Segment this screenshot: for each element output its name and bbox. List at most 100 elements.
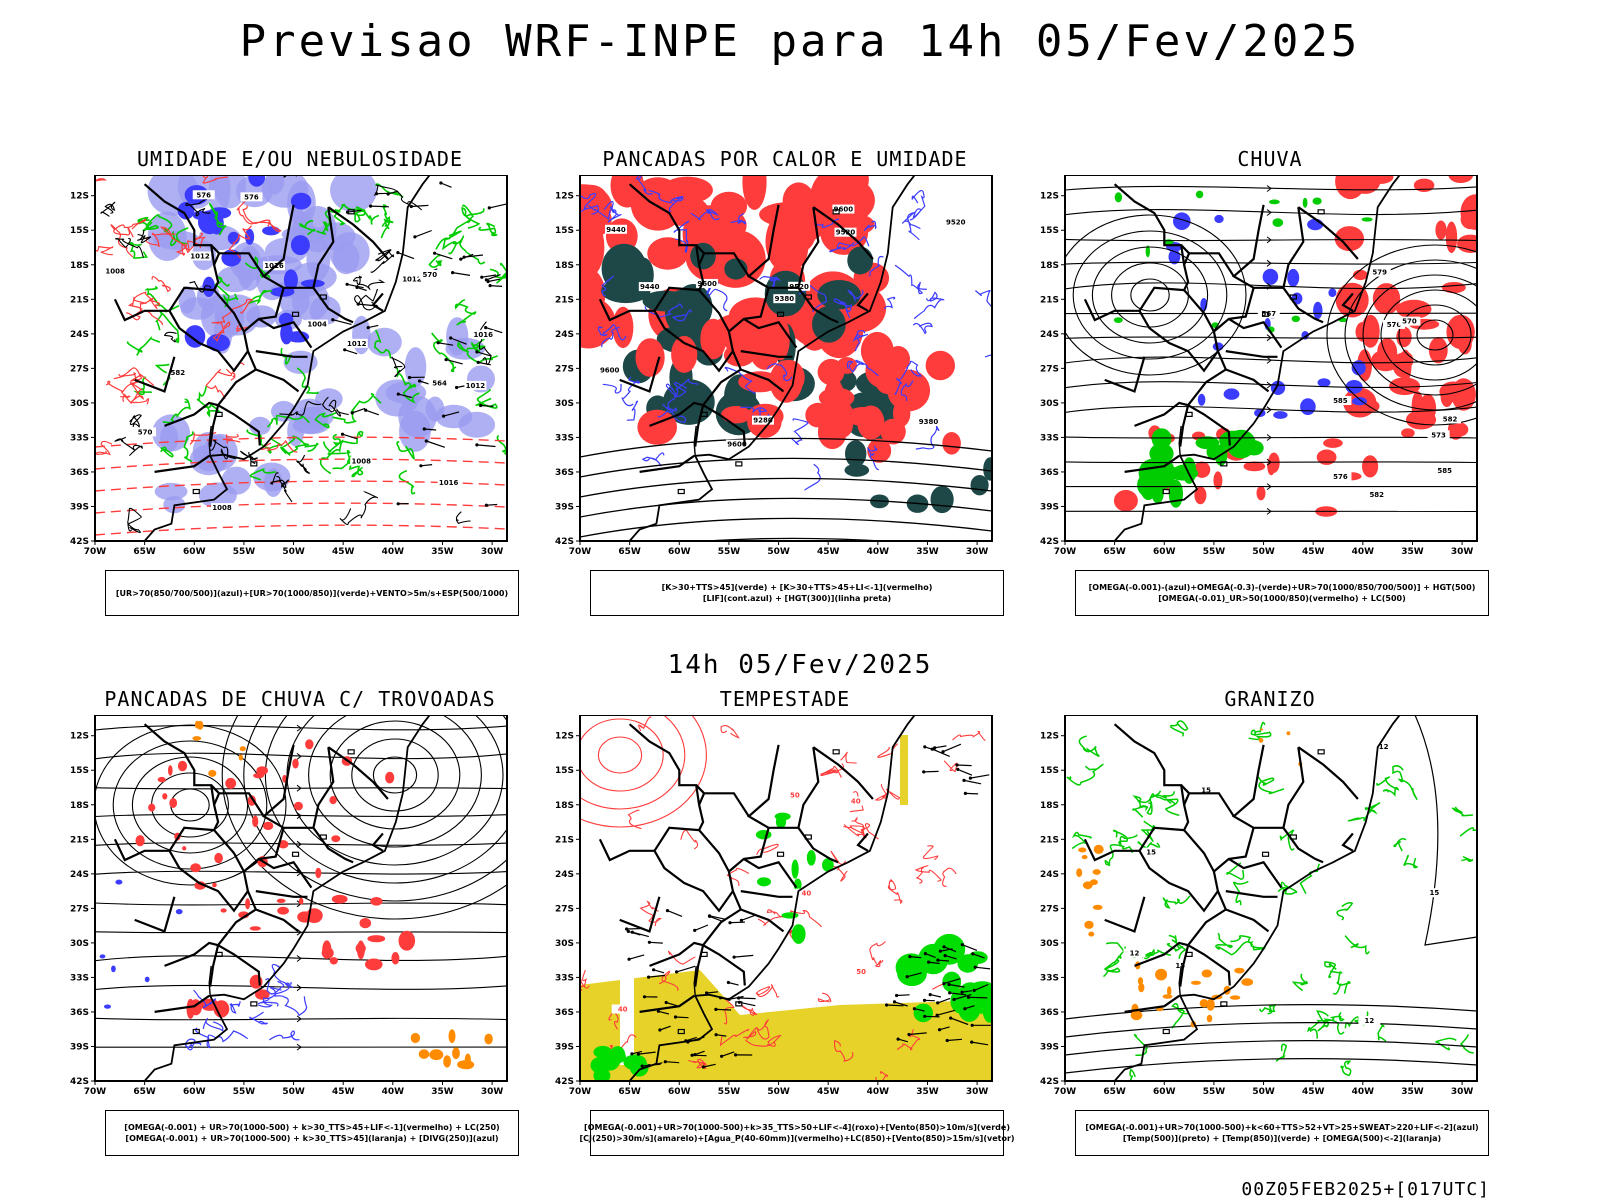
wind-vector — [734, 954, 754, 958]
wind-vector-head — [947, 982, 951, 987]
lon-tick-label: 65W — [133, 547, 156, 557]
lifted-index-contour — [846, 359, 879, 377]
thunder-red-area — [367, 935, 386, 943]
thickness-contour — [126, 296, 143, 321]
instability-red-area — [700, 318, 727, 360]
thunder-orange-area — [458, 1060, 475, 1070]
wind-vector — [949, 992, 967, 996]
lake — [291, 311, 300, 317]
lon-tick-label: 35W — [1401, 1087, 1424, 1097]
rain-red-area — [1335, 175, 1366, 200]
lake — [291, 851, 300, 857]
thickness-contour — [110, 224, 134, 258]
lifted-index-contour — [580, 204, 600, 215]
lat-tick-label: 24S — [555, 330, 574, 340]
omega-orange-area — [1076, 868, 1083, 878]
wind-vector — [924, 1015, 940, 1018]
rain-red-area — [1445, 221, 1458, 254]
wind-vector-head — [952, 997, 956, 1002]
precipitable-water-contour — [952, 730, 986, 742]
streamline — [95, 902, 507, 906]
thunder-red-area — [194, 881, 206, 890]
contour-label: 50 — [790, 792, 800, 800]
humidity-high-area — [290, 235, 310, 256]
streamline-arrow — [296, 1015, 302, 1023]
map-frame — [1064, 175, 1478, 542]
lat-tick-label: 27S — [555, 904, 574, 914]
political-border — [628, 723, 734, 892]
thunder-orange-area — [197, 720, 204, 730]
wind-vector-head — [970, 1023, 974, 1027]
lifted-index-contour — [912, 322, 933, 335]
wind-vector — [631, 1050, 643, 1055]
lake — [347, 749, 355, 755]
thunder-red-area — [298, 897, 304, 905]
panel-granizo: GRANIZO 12 15 15 12 15 12 15 12S 15S 18S 21S 24S 27S… — [1025, 687, 1515, 1167]
wind-vector-head — [923, 745, 927, 749]
streamline — [95, 752, 507, 760]
lon-tick-label: 35W — [431, 547, 454, 557]
contour-label-bg — [418, 269, 441, 279]
wind-850-area — [609, 1050, 626, 1063]
temp-850-contour — [1391, 765, 1418, 800]
divergence-contour — [271, 963, 294, 989]
height-contour — [700, 537, 892, 541]
wind-vector — [909, 956, 922, 959]
rain-green-area — [1195, 190, 1204, 199]
political-border — [1138, 826, 1185, 852]
political-border — [628, 183, 734, 352]
temp-850-contour — [1291, 973, 1308, 992]
omega-orange-area — [1206, 998, 1215, 1011]
political-border — [143, 723, 249, 892]
omega-orange-area — [1093, 844, 1104, 854]
wind-vector — [342, 433, 358, 440]
rain-red-area — [1316, 449, 1337, 465]
contour-label-bg — [844, 796, 867, 806]
wind-vector-head — [422, 427, 426, 431]
height-contour — [1065, 185, 1477, 191]
wind-vector-head — [912, 1007, 916, 1011]
wind-vector-head — [949, 1016, 953, 1020]
wind-vector — [653, 969, 665, 974]
lat-tick-label: 36S — [555, 468, 574, 478]
streamline-arrow — [1266, 185, 1272, 192]
wind-850-area — [969, 995, 992, 1014]
contour-label: 9380 — [919, 418, 939, 426]
lat-tick-label: 24S — [1040, 870, 1059, 880]
humidity-low-contour — [398, 469, 416, 495]
rain-red-area — [1401, 428, 1415, 438]
wind-vector-head — [732, 955, 736, 959]
lat-tick-label: 33S — [555, 433, 574, 443]
lon-tick-label: 70W — [84, 547, 107, 557]
lon-tick-label: 70W — [1054, 1087, 1077, 1097]
lifted-index-contour — [863, 220, 877, 232]
height-contour — [1416, 319, 1454, 351]
lifted-index-contour — [648, 189, 684, 212]
thunder-red-area — [329, 957, 338, 965]
wind-vector — [440, 182, 452, 188]
lifted-index-contour — [635, 175, 653, 195]
lon-tick-label: 30W — [966, 547, 989, 557]
lon-tick-label: 40W — [382, 1087, 405, 1097]
divergence-area — [115, 879, 123, 885]
instability-green-area — [930, 485, 954, 514]
lat-tick-label: 15S — [555, 766, 574, 776]
height-contour — [1065, 461, 1477, 464]
height-contour — [1065, 261, 1477, 265]
instability-red-area — [886, 346, 910, 372]
contour-label: 585 — [1437, 467, 1452, 475]
wind-vector-head — [424, 439, 428, 443]
streamline-arrow — [296, 784, 302, 792]
thunder-red-area — [391, 952, 400, 965]
coastline — [628, 715, 916, 1081]
lon-tick-label: 35W — [1401, 547, 1424, 557]
wind-vector — [685, 1036, 697, 1042]
contour-label: 576 — [196, 191, 211, 199]
lon-tick-label: 70W — [569, 1087, 592, 1097]
lon-tick-label: 35W — [916, 1087, 939, 1097]
wind-vector-head — [923, 1014, 927, 1018]
lifted-index-contour — [587, 204, 611, 221]
contour-label: 573 — [1431, 431, 1446, 439]
humidity-high-area — [221, 249, 242, 267]
contour-label: 585 — [1333, 397, 1348, 405]
